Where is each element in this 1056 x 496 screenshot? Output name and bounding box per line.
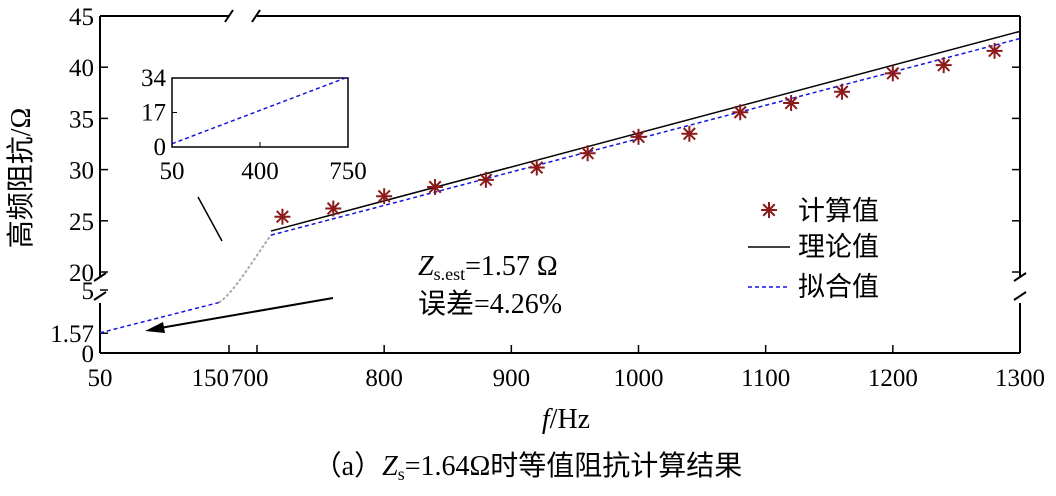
y-tick-label: 25 <box>69 209 94 236</box>
y-tick-label: 30 <box>69 158 94 185</box>
annotation-z-est: Zs.est=1.57 Ω <box>418 251 558 284</box>
calculated-point <box>427 179 444 196</box>
x-tick-label: 1200 <box>868 365 918 392</box>
theoretical-line <box>270 30 1021 232</box>
calculated-point <box>732 104 749 121</box>
calculated-point <box>884 65 901 82</box>
transition-curve <box>218 234 272 304</box>
inset-y-tick-label: 0 <box>154 134 167 161</box>
inset-x-tick-label: 750 <box>329 158 367 185</box>
x-tick-label: 50 <box>88 365 113 392</box>
calculated-point <box>681 125 698 142</box>
legend-label-fitted: 拟合值 <box>798 272 879 302</box>
calculated-point <box>630 128 647 145</box>
x-tick-label: 150 <box>192 365 230 392</box>
x-tick-label: 1300 <box>995 365 1045 392</box>
calculated-point <box>783 95 800 112</box>
annotation-arrow <box>145 297 334 333</box>
calculated-point <box>579 145 596 162</box>
legend-star-marker <box>761 202 777 218</box>
legend: 计算值 理论值 拟合值 <box>748 196 879 302</box>
x-tick-label: 1100 <box>741 365 790 392</box>
inset-y-tick-label: 34 <box>141 65 167 92</box>
marker-stroke <box>530 161 544 175</box>
calculated-point <box>477 171 494 188</box>
legend-label-theoretical: 理论值 <box>798 232 879 262</box>
calculated-point <box>935 57 952 74</box>
calculated-point <box>833 83 850 100</box>
inset-pointer-line <box>197 196 223 242</box>
annotation-error: 误差=4.26% <box>418 288 562 320</box>
inset-frame <box>171 77 349 148</box>
marker-stroke <box>988 44 1002 58</box>
marker-stroke <box>682 127 696 141</box>
calculated-point <box>325 200 342 217</box>
y-axis-label: 高频阻抗/Ω <box>5 108 37 249</box>
calculated-point <box>986 42 1003 59</box>
figure-caption: （a）Zs=1.64Ω时等值阻抗计算结果 <box>314 450 743 484</box>
y-tick-label: 40 <box>69 55 94 82</box>
chart-series <box>99 30 1021 334</box>
x-tick-label: 900 <box>493 365 531 392</box>
inset-y-tick-label: 17 <box>141 100 166 127</box>
calculated-point <box>274 208 291 225</box>
calculated-point <box>376 188 393 205</box>
marker-stroke <box>377 189 391 203</box>
marker-stroke <box>326 202 340 215</box>
inset-plot: 0 17 34 50 400 750 <box>141 65 367 185</box>
x-tick-label: 800 <box>365 365 403 392</box>
x-tick-label: 1000 <box>614 365 664 392</box>
y-tick-label: 45 <box>69 4 94 31</box>
axis-break-marks <box>93 9 1027 301</box>
y-tick-label: 1.57 <box>50 321 94 348</box>
inset-x-tick-label: 50 <box>160 158 185 185</box>
x-axis-label: f/Hz <box>542 404 590 435</box>
x-tick-label: 700 <box>231 365 269 392</box>
legend-marker-calculated <box>761 202 777 218</box>
marker-stroke <box>581 146 595 160</box>
inset-x-tick-label: 400 <box>241 158 279 185</box>
marker-stroke <box>275 210 289 224</box>
marker-stroke <box>428 180 442 194</box>
marker-stroke <box>937 58 951 72</box>
marker-stroke <box>479 173 493 187</box>
marker-stroke <box>632 130 645 144</box>
y-tick-label: 35 <box>69 106 94 133</box>
legend-label-calculated: 计算值 <box>798 196 879 226</box>
y-tick-label: 20 <box>69 260 94 287</box>
calculated-point <box>528 159 545 176</box>
marker-stroke <box>835 85 849 99</box>
plot-frame <box>99 15 1021 354</box>
marker-stroke <box>784 96 798 110</box>
marker-stroke <box>762 203 776 217</box>
marker-stroke <box>733 105 747 119</box>
marker-stroke <box>886 66 900 80</box>
inset-fitted-line <box>171 76 349 145</box>
y-tick-label: 5 <box>82 278 95 305</box>
y-tick-label: 0 <box>82 341 95 368</box>
inset-content: 0 17 34 50 400 750 <box>141 65 367 185</box>
